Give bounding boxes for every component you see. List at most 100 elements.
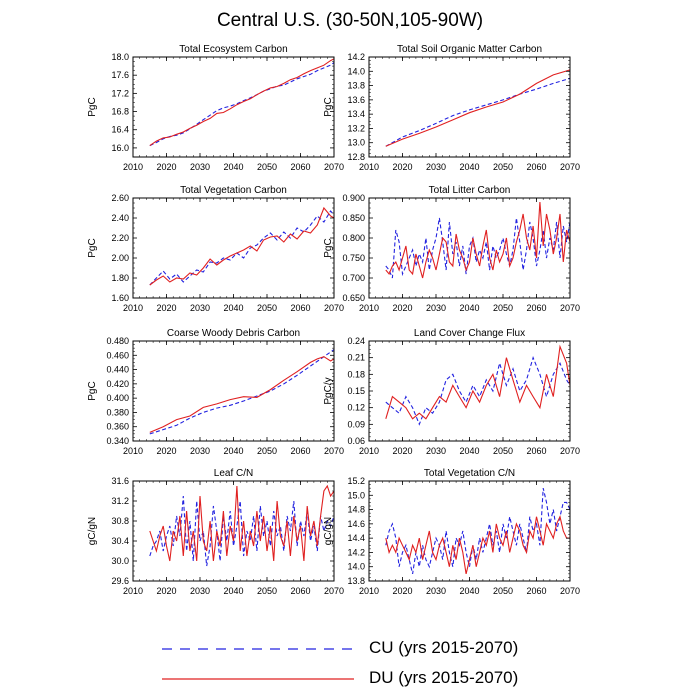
y-axis-label: PgC	[323, 238, 334, 257]
x-tick-label: 2070	[324, 446, 344, 456]
y-tick-label: 16.4	[111, 125, 129, 135]
y-tick-label: 0.420	[106, 379, 129, 389]
x-tick-label: 2040	[459, 586, 479, 596]
series-cu-line	[385, 77, 570, 147]
y-tick-label: 14.8	[347, 505, 365, 515]
chart-title: Total Vegetation Carbon	[180, 185, 287, 196]
x-tick-label: 2070	[324, 586, 344, 596]
x-tick-label: 2060	[290, 586, 310, 596]
y-tick-label: 0.750	[342, 253, 365, 263]
series-du-line	[149, 58, 334, 147]
y-tick-label: 0.18	[347, 369, 365, 379]
y-tick-label: 0.21	[347, 353, 365, 363]
y-tick-label: 13.0	[347, 138, 365, 148]
y-tick-label: 0.480	[106, 336, 129, 346]
x-tick-label: 2030	[426, 446, 446, 456]
y-tick-label: 1.60	[111, 293, 129, 303]
y-tick-label: 29.6	[111, 576, 129, 586]
y-tick-label: 15.0	[347, 490, 365, 500]
x-tick-label: 2040	[459, 162, 479, 172]
x-tick-label: 2060	[526, 446, 546, 456]
x-tick-label: 2010	[123, 446, 143, 456]
x-tick-label: 2040	[223, 586, 243, 596]
x-tick-label: 2010	[359, 303, 379, 313]
chart-total-vegetation-carbon: Total Vegetation Carbon PgC 2010 2020 2030 20…	[87, 185, 344, 313]
series-du-line	[149, 484, 334, 562]
y-tick-label: 16.8	[111, 107, 129, 117]
y-tick-label: 30.4	[111, 536, 129, 546]
x-tick-label: 2060	[526, 162, 546, 172]
y-tick-label: 17.2	[111, 88, 129, 98]
y-tick-label: 14.6	[347, 519, 365, 529]
x-tick-label: 2020	[392, 162, 412, 172]
series-du-line	[149, 356, 334, 433]
chart-title: Total Vegetation C/N	[424, 468, 515, 479]
y-tick-label: 13.8	[347, 576, 365, 586]
x-tick-label: 2070	[324, 303, 344, 313]
y-tick-label: 14.0	[347, 562, 365, 572]
x-tick-label: 2040	[459, 446, 479, 456]
x-tick-label: 2020	[392, 586, 412, 596]
y-tick-label: 0.360	[106, 422, 129, 432]
y-axis-label: gC/gN	[87, 517, 98, 545]
x-tick-label: 2020	[156, 303, 176, 313]
x-tick-label: 2050	[257, 446, 277, 456]
series-du-line	[385, 344, 570, 420]
y-tick-label: 2.00	[111, 253, 129, 263]
x-tick-label: 2010	[359, 586, 379, 596]
chart-coarse-woody-debris-carbon: Coarse Woody Debris Carbon PgC 2010 2020 203…	[87, 328, 344, 456]
y-tick-label: 0.380	[106, 407, 129, 417]
x-tick-label: 2050	[493, 446, 513, 456]
y-tick-label: 0.850	[342, 213, 365, 223]
x-tick-label: 2030	[190, 162, 210, 172]
x-tick-label: 2030	[190, 586, 210, 596]
plot-frame	[368, 56, 571, 158]
chart-leaf-c-n: Leaf C/N gC/gN 2010 2020 2030 2040 2050 2060 207…	[87, 468, 344, 596]
series-cu-line	[385, 356, 570, 426]
chart-total-vegetation-c-n: Total Vegetation C/N gC/gN 2010 2020 2030 204…	[323, 468, 580, 596]
y-tick-label: 0.24	[347, 336, 365, 346]
x-tick-label: 2010	[123, 162, 143, 172]
x-tick-label: 2070	[560, 303, 580, 313]
y-tick-label: 14.2	[347, 52, 365, 62]
series-du-line	[149, 206, 334, 286]
series-du-line	[385, 201, 570, 279]
y-tick-label: 0.06	[347, 436, 365, 446]
x-tick-label: 2050	[257, 586, 277, 596]
x-tick-label: 2040	[223, 303, 243, 313]
chart-title: Total Litter Carbon	[429, 185, 511, 196]
plot-frame	[368, 340, 571, 442]
chart-total-soil-organic-matter-carbon: Total Soil Organic Matter Carbon PgC 2010 2…	[323, 44, 580, 172]
y-tick-label: 2.40	[111, 213, 129, 223]
plot-frame	[132, 480, 335, 582]
y-tick-label: 1.80	[111, 273, 129, 283]
y-tick-label: 18.0	[111, 52, 129, 62]
x-tick-label: 2020	[156, 446, 176, 456]
x-tick-label: 2020	[156, 586, 176, 596]
y-tick-label: 0.400	[106, 393, 129, 403]
y-tick-label: 0.460	[106, 350, 129, 360]
y-tick-label: 13.2	[347, 123, 365, 133]
y-axis-label: PgC	[87, 238, 98, 257]
x-tick-label: 2030	[426, 303, 446, 313]
y-tick-label: 0.340	[106, 436, 129, 446]
x-tick-label: 2030	[426, 162, 446, 172]
y-tick-label: 0.800	[342, 233, 365, 243]
series-cu-line	[149, 495, 334, 567]
y-tick-label: 15.2	[347, 476, 365, 486]
series-cu-line	[149, 62, 334, 147]
x-tick-label: 2010	[359, 446, 379, 456]
series-cu-line	[149, 349, 334, 435]
x-tick-label: 2010	[359, 162, 379, 172]
chart-title: Land Cover Change Flux	[414, 328, 525, 339]
y-tick-label: 16.0	[111, 143, 129, 153]
x-tick-label: 2060	[290, 446, 310, 456]
y-tick-label: 17.6	[111, 70, 129, 80]
x-tick-label: 2020	[392, 446, 412, 456]
x-tick-label: 2040	[223, 162, 243, 172]
y-axis-label: gC/gN	[323, 517, 334, 545]
x-tick-label: 2010	[123, 586, 143, 596]
y-axis-label: PgC	[87, 381, 98, 400]
